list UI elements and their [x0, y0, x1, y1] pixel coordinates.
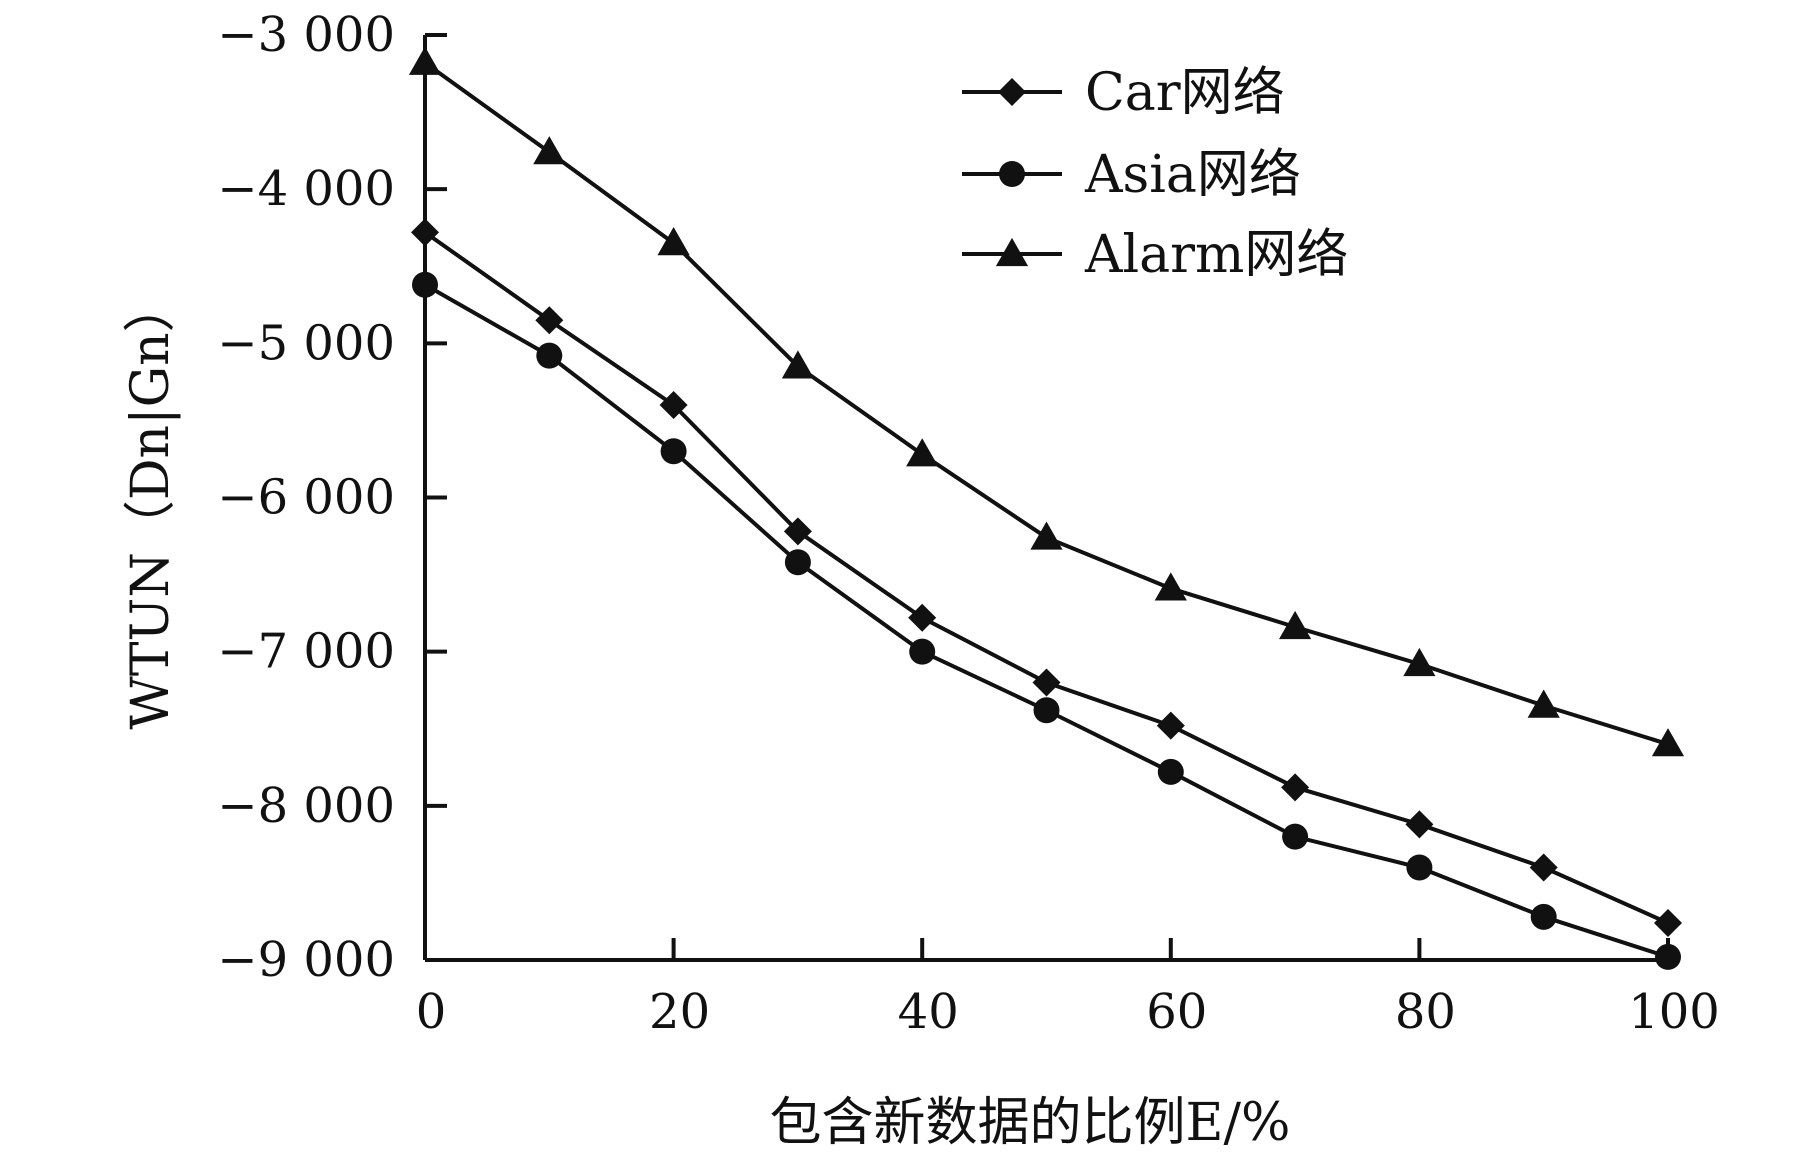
legend-marker — [999, 161, 1025, 187]
legend-marker — [998, 78, 1026, 106]
data-point — [1405, 810, 1434, 839]
x-tick-label: 0 — [416, 984, 447, 1040]
series-diamond — [411, 218, 1682, 937]
x-tick-label: 100 — [1628, 984, 1720, 1040]
legend-item: Alarm网络 — [962, 225, 1348, 285]
data-point — [1527, 689, 1560, 718]
y-tick-label: −7 000 — [217, 624, 395, 680]
y-tick-label: −8 000 — [217, 778, 395, 834]
data-point — [1032, 668, 1061, 697]
data-point — [1530, 903, 1557, 930]
data-point — [1654, 909, 1682, 937]
series-triangle — [408, 46, 1685, 757]
data-point — [906, 438, 939, 467]
series-circle — [412, 271, 1681, 970]
y-tick-label: −9 000 — [217, 932, 395, 988]
data-point — [1406, 854, 1433, 881]
data-point — [784, 549, 811, 576]
axis-titles: 包含新数据的比例E/% WTUN（Dn|Gn） — [121, 280, 1290, 1153]
y-tick-label: −6 000 — [217, 470, 395, 526]
data-point — [657, 227, 690, 256]
data-point — [535, 306, 564, 335]
data-point — [408, 46, 442, 75]
series-line — [423, 230, 1669, 925]
data-point — [909, 638, 936, 665]
data-point — [1157, 758, 1184, 785]
data-point — [908, 603, 937, 632]
data-point — [660, 438, 687, 465]
y-tick-label: −3 000 — [217, 7, 395, 63]
data-point — [1282, 823, 1309, 850]
x-tick-label: 80 — [1395, 984, 1456, 1040]
data-point — [1529, 853, 1558, 882]
x-tick-label: 20 — [649, 984, 710, 1040]
x-tick-label: 40 — [898, 984, 959, 1040]
y-axis-title: WTUN（Dn|Gn） — [121, 280, 181, 729]
data-point — [411, 218, 439, 247]
legend-marker — [995, 237, 1029, 267]
legend-label: Alarm网络 — [1084, 225, 1348, 285]
y-tick-label: −5 000 — [217, 315, 395, 371]
series-line — [424, 283, 1669, 959]
data-point — [1279, 610, 1312, 640]
data-point — [536, 342, 563, 369]
legend-label: Car网络 — [1085, 63, 1285, 123]
y-tick-label: −4 000 — [217, 161, 395, 217]
series-layer — [408, 46, 1685, 970]
legend: Car网络 Asia网络 Alarm网络 — [962, 63, 1348, 285]
axes: −3 000 −4 000 −5 000 −6 000 −7 000 −8 000 −9 0… — [217, 7, 1719, 1040]
data-point — [1655, 943, 1681, 970]
data-point — [781, 350, 814, 379]
data-point — [1033, 697, 1060, 724]
x-axis-title: 包含新数据的比例E/% — [770, 1093, 1291, 1153]
data-point — [1156, 711, 1185, 740]
data-point — [533, 136, 566, 165]
data-point — [412, 271, 438, 298]
data-point — [1030, 521, 1063, 550]
legend-item: Car网络 — [962, 63, 1285, 123]
data-point — [1651, 728, 1685, 757]
x-tick-label: 60 — [1146, 984, 1207, 1040]
legend-item: Asia网络 — [962, 145, 1301, 205]
data-point — [1281, 773, 1310, 802]
data-point — [783, 517, 812, 546]
data-point — [659, 391, 688, 419]
legend-label: Asia网络 — [1084, 145, 1301, 205]
data-point — [1154, 572, 1187, 601]
data-point — [1403, 647, 1436, 677]
